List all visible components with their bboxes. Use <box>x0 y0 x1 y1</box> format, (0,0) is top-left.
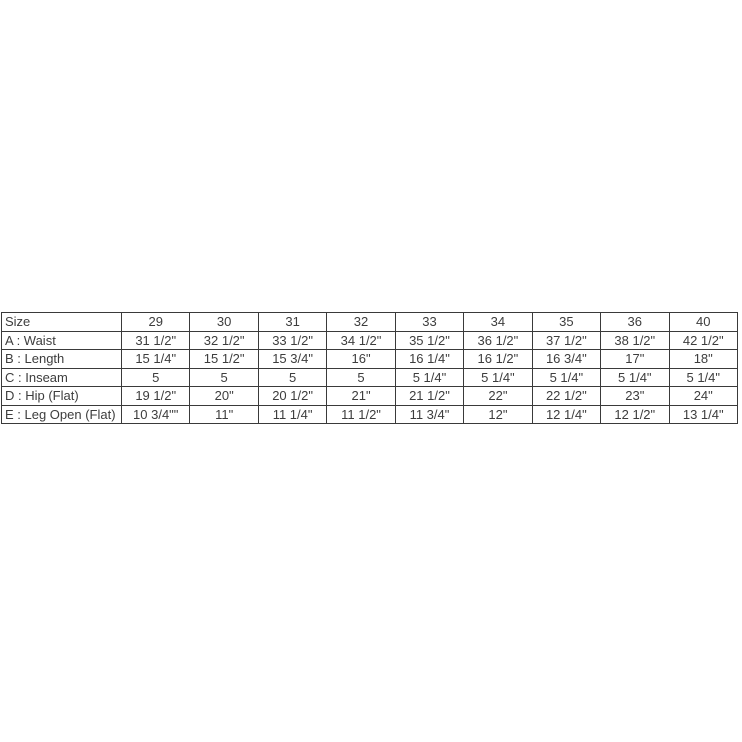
measurement-cell: 5 1/4" <box>531 367 602 387</box>
size-column-header: 40 <box>668 312 738 332</box>
row-label-inseam: C : Inseam <box>1 367 122 387</box>
table-row-leg-open: E : Leg Open (Flat) 10 3/4"" 11" 11 1/4"… <box>1 404 738 424</box>
measurement-cell: 11 3/4" <box>394 404 465 424</box>
measurement-cell: 38 1/2" <box>600 330 670 350</box>
measurement-cell: 15 1/2" <box>189 349 259 369</box>
size-column-header: 30 <box>189 312 259 332</box>
measurement-cell: 16" <box>326 349 396 369</box>
table-row-waist: A : Waist 31 1/2" 32 1/2" 33 1/2" 34 1/2… <box>1 330 738 350</box>
measurement-cell: 23" <box>600 386 670 406</box>
measurement-cell: 5 1/4" <box>394 367 465 387</box>
measurement-cell: 15 1/4" <box>120 349 191 369</box>
measurement-cell: 16 3/4" <box>531 349 602 369</box>
size-chart-table: Size 29 30 31 32 33 34 35 36 40 A : Wais… <box>1 312 738 424</box>
measurement-cell: 20" <box>189 386 259 406</box>
measurement-cell: 17" <box>600 349 670 369</box>
measurement-cell: 20 1/2" <box>257 386 328 406</box>
measurement-cell: 11" <box>189 404 259 424</box>
measurement-cell: 33 1/2" <box>257 330 328 350</box>
table-row-inseam: C : Inseam 5 5 5 5 5 1/4" 5 1/4" 5 1/4" … <box>1 367 738 387</box>
measurement-cell: 11 1/4" <box>257 404 328 424</box>
measurement-cell: 37 1/2" <box>531 330 602 350</box>
measurement-cell: 12" <box>463 404 533 424</box>
row-label-hip: D : Hip (Flat) <box>1 386 122 406</box>
size-header-row: Size 29 30 31 32 33 34 35 36 40 <box>1 312 738 332</box>
size-column-header: 31 <box>257 312 328 332</box>
measurement-cell: 15 3/4" <box>257 349 328 369</box>
measurement-cell: 21 1/2" <box>394 386 465 406</box>
measurement-cell: 22 1/2" <box>531 386 602 406</box>
measurement-cell: 21" <box>326 386 396 406</box>
row-label-leg-open: E : Leg Open (Flat) <box>1 404 122 424</box>
size-column-header: 29 <box>120 312 191 332</box>
measurement-cell: 19 1/2" <box>120 386 191 406</box>
size-corner-label: Size <box>1 312 122 332</box>
measurement-cell: 5 1/4" <box>600 367 670 387</box>
measurement-cell: 42 1/2" <box>668 330 738 350</box>
size-column-header: 33 <box>394 312 465 332</box>
size-column-header: 35 <box>531 312 602 332</box>
row-label-waist: A : Waist <box>1 330 122 350</box>
measurement-cell: 5 <box>326 367 396 387</box>
size-column-header: 32 <box>326 312 396 332</box>
row-label-length: B : Length <box>1 349 122 369</box>
size-column-header: 36 <box>600 312 670 332</box>
measurement-cell: 22" <box>463 386 533 406</box>
measurement-cell: 5 1/4" <box>463 367 533 387</box>
measurement-cell: 5 1/4" <box>668 367 738 387</box>
measurement-cell: 16 1/2" <box>463 349 533 369</box>
measurement-cell: 16 1/4" <box>394 349 465 369</box>
measurement-cell: 12 1/4" <box>531 404 602 424</box>
measurement-cell: 10 3/4"" <box>120 404 191 424</box>
measurement-cell: 11 1/2" <box>326 404 396 424</box>
measurement-cell: 24" <box>668 386 738 406</box>
measurement-cell: 13 1/4" <box>668 404 738 424</box>
measurement-cell: 12 1/2" <box>600 404 670 424</box>
size-column-header: 34 <box>463 312 533 332</box>
measurement-cell: 18" <box>668 349 738 369</box>
table-row-length: B : Length 15 1/4" 15 1/2" 15 3/4" 16" 1… <box>1 349 738 369</box>
measurement-cell: 5 <box>189 367 259 387</box>
table-row-hip: D : Hip (Flat) 19 1/2" 20" 20 1/2" 21" 2… <box>1 386 738 406</box>
measurement-cell: 35 1/2" <box>394 330 465 350</box>
measurement-cell: 32 1/2" <box>189 330 259 350</box>
measurement-cell: 31 1/2" <box>120 330 191 350</box>
measurement-cell: 36 1/2" <box>463 330 533 350</box>
measurement-cell: 34 1/2" <box>326 330 396 350</box>
measurement-cell: 5 <box>257 367 328 387</box>
measurement-cell: 5 <box>120 367 191 387</box>
